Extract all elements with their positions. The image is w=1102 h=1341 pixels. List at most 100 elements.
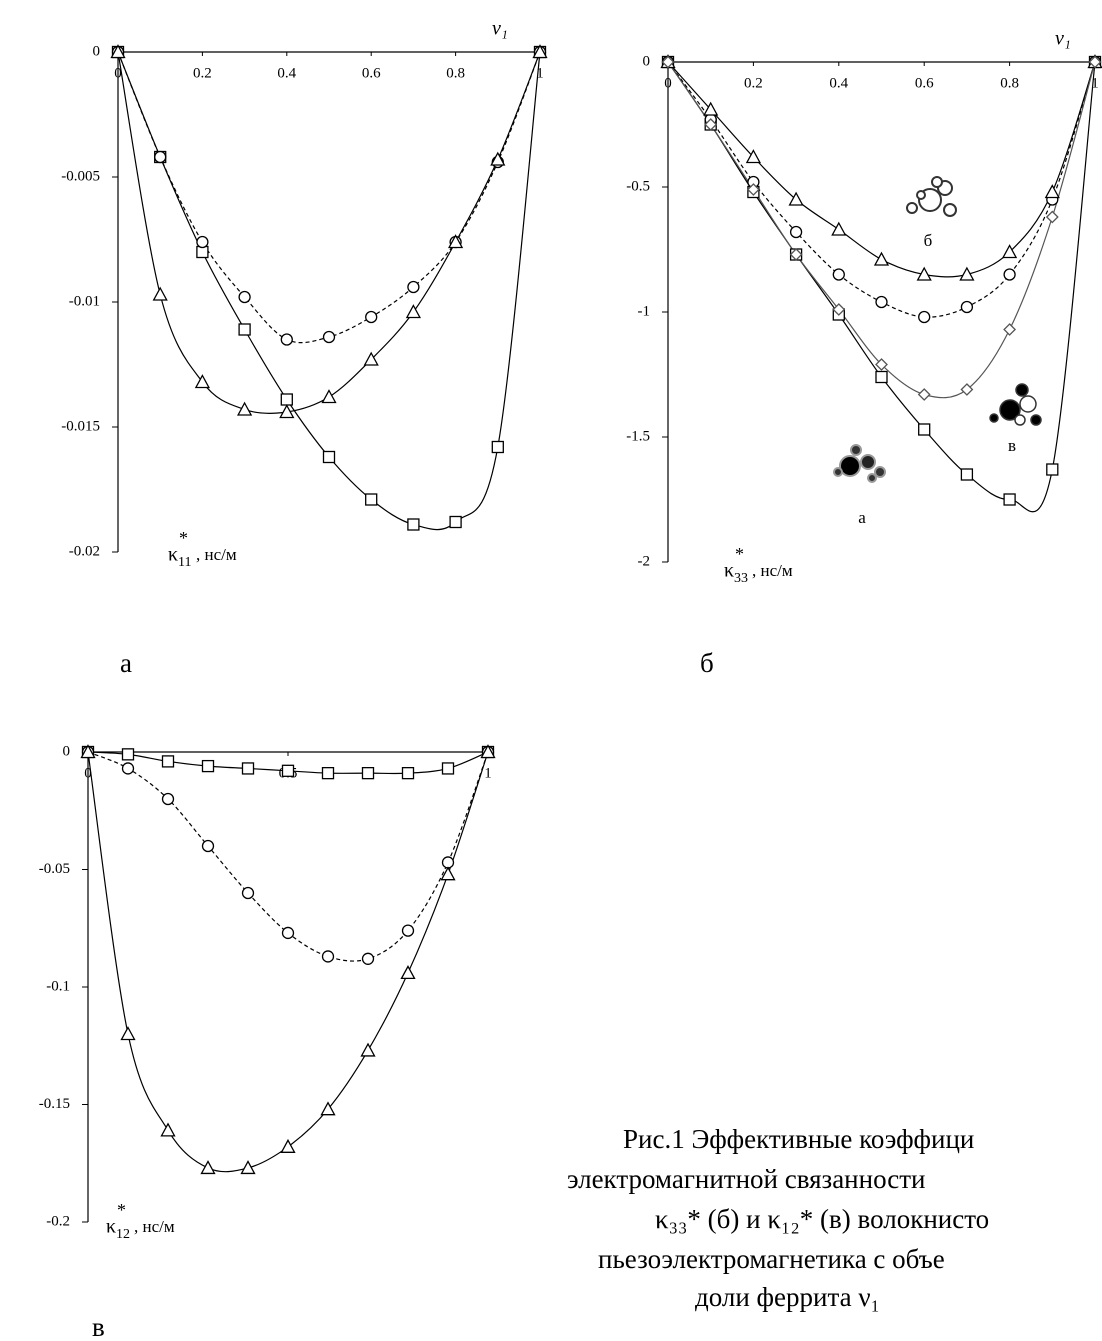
series-line <box>87 751 489 962</box>
annotation: в <box>1008 436 1016 455</box>
y-tick-label: -2 <box>638 553 651 569</box>
marker-triangle <box>532 44 548 59</box>
marker-triangle <box>80 744 96 759</box>
icon-b <box>906 176 957 217</box>
marker-triangle <box>237 401 253 416</box>
marker-triangle <box>194 374 210 389</box>
y-tick-label: -1 <box>638 303 651 319</box>
y-axis-label-unit: , нс/м <box>752 561 793 580</box>
y-tick-label: -1.5 <box>626 428 650 444</box>
marker-triangle <box>1002 244 1018 259</box>
marker-circle <box>441 856 455 869</box>
caption-line: Рис.1 Эффективные коэффици <box>623 1124 974 1154</box>
marker-square <box>281 764 295 777</box>
x-tick-label: 0.4 <box>277 65 296 81</box>
x-tick-label: 0 <box>114 65 122 81</box>
marker-triangle <box>1044 184 1060 199</box>
icon-a <box>833 444 886 483</box>
annotation: б <box>924 231 933 250</box>
marker-diamond <box>661 55 675 69</box>
marker-circle <box>918 310 931 324</box>
marker-triangle <box>279 404 295 419</box>
marker-circle <box>154 150 167 164</box>
x-tick-label: 0.8 <box>446 65 465 81</box>
marker-circle <box>241 886 255 900</box>
marker-triangle <box>280 1138 296 1153</box>
marker-square <box>401 767 415 780</box>
marker-square <box>201 759 215 773</box>
marker-triangle <box>440 866 456 881</box>
marker-square <box>121 748 135 761</box>
y-tick-label: -0.5 <box>626 178 650 194</box>
y-tick-label: 0 <box>643 53 651 69</box>
marker-square <box>322 450 336 464</box>
marker-triangle <box>788 191 804 206</box>
y-axis-label: κ <box>724 560 734 582</box>
y-tick-label: -0.015 <box>61 418 100 434</box>
caption-line: доли феррита ν₁ <box>695 1282 880 1312</box>
marker-circle <box>407 280 420 294</box>
marker-square <box>1003 493 1016 506</box>
marker-circle <box>361 952 375 965</box>
x-tick-label: 1 <box>484 765 492 781</box>
x-tick-label: 0.8 <box>1000 75 1019 91</box>
marker-diamond <box>960 383 974 396</box>
marker-diamond <box>875 358 888 371</box>
annotation: а <box>858 508 866 527</box>
marker-circle <box>280 333 293 346</box>
y-tick-label: -0.01 <box>69 293 100 309</box>
y-tick-label: -0.1 <box>46 978 70 994</box>
marker-diamond <box>1003 323 1017 336</box>
marker-triangle <box>320 1101 336 1116</box>
marker-square <box>918 423 931 436</box>
panel-label: в <box>92 1312 105 1341</box>
marker-square <box>875 370 888 384</box>
marker-diamond <box>1045 210 1059 224</box>
series-line <box>117 51 541 344</box>
y-axis-label-sup: * <box>179 528 188 548</box>
y-axis-label-sub: 12 <box>116 1227 130 1242</box>
marker-square <box>238 323 251 336</box>
marker-triangle <box>360 1042 376 1057</box>
marker-diamond <box>1088 55 1102 69</box>
marker-diamond <box>704 118 718 131</box>
y-tick-label: 0 <box>63 743 71 759</box>
marker-square <box>280 393 293 406</box>
marker-triangle <box>959 266 975 281</box>
x-tick-label: 1 <box>1091 75 1099 91</box>
y-tick-label: -0.05 <box>39 861 70 877</box>
marker-circle <box>201 839 215 853</box>
marker-circle <box>196 235 209 249</box>
marker-triangle <box>110 44 126 59</box>
marker-square <box>365 493 378 506</box>
caption-line: электромагнитной связанности <box>567 1164 926 1194</box>
marker-triangle <box>745 149 761 164</box>
marker-square <box>1046 463 1059 476</box>
marker-triangle <box>490 151 506 166</box>
marker-circle <box>789 225 803 239</box>
marker-circle <box>960 300 974 314</box>
marker-triangle <box>831 221 847 236</box>
marker-triangle <box>873 251 890 266</box>
marker-triangle <box>240 1160 256 1175</box>
series-line <box>667 61 1096 513</box>
series-line <box>667 61 1096 399</box>
x-axis-label: ν₁ <box>1055 28 1071 50</box>
x-tick-label: 0.2 <box>744 75 763 91</box>
marker-circle <box>281 926 295 940</box>
marker-diamond <box>746 183 760 196</box>
x-tick-label: 0 <box>84 765 92 781</box>
y-axis-label-unit: , нс/м <box>196 545 237 564</box>
y-tick-label: -0.2 <box>46 1213 70 1229</box>
marker-square <box>407 518 420 531</box>
marker-triangle <box>160 1122 176 1137</box>
y-axis-label-sub: 33 <box>734 571 748 586</box>
y-axis-label-unit: , нс/м <box>134 1217 175 1236</box>
marker-diamond <box>789 248 803 261</box>
icon-v <box>989 383 1042 426</box>
marker-circle <box>1003 268 1016 281</box>
marker-circle <box>161 792 175 806</box>
marker-circle <box>832 268 845 281</box>
marker-diamond <box>917 388 931 401</box>
